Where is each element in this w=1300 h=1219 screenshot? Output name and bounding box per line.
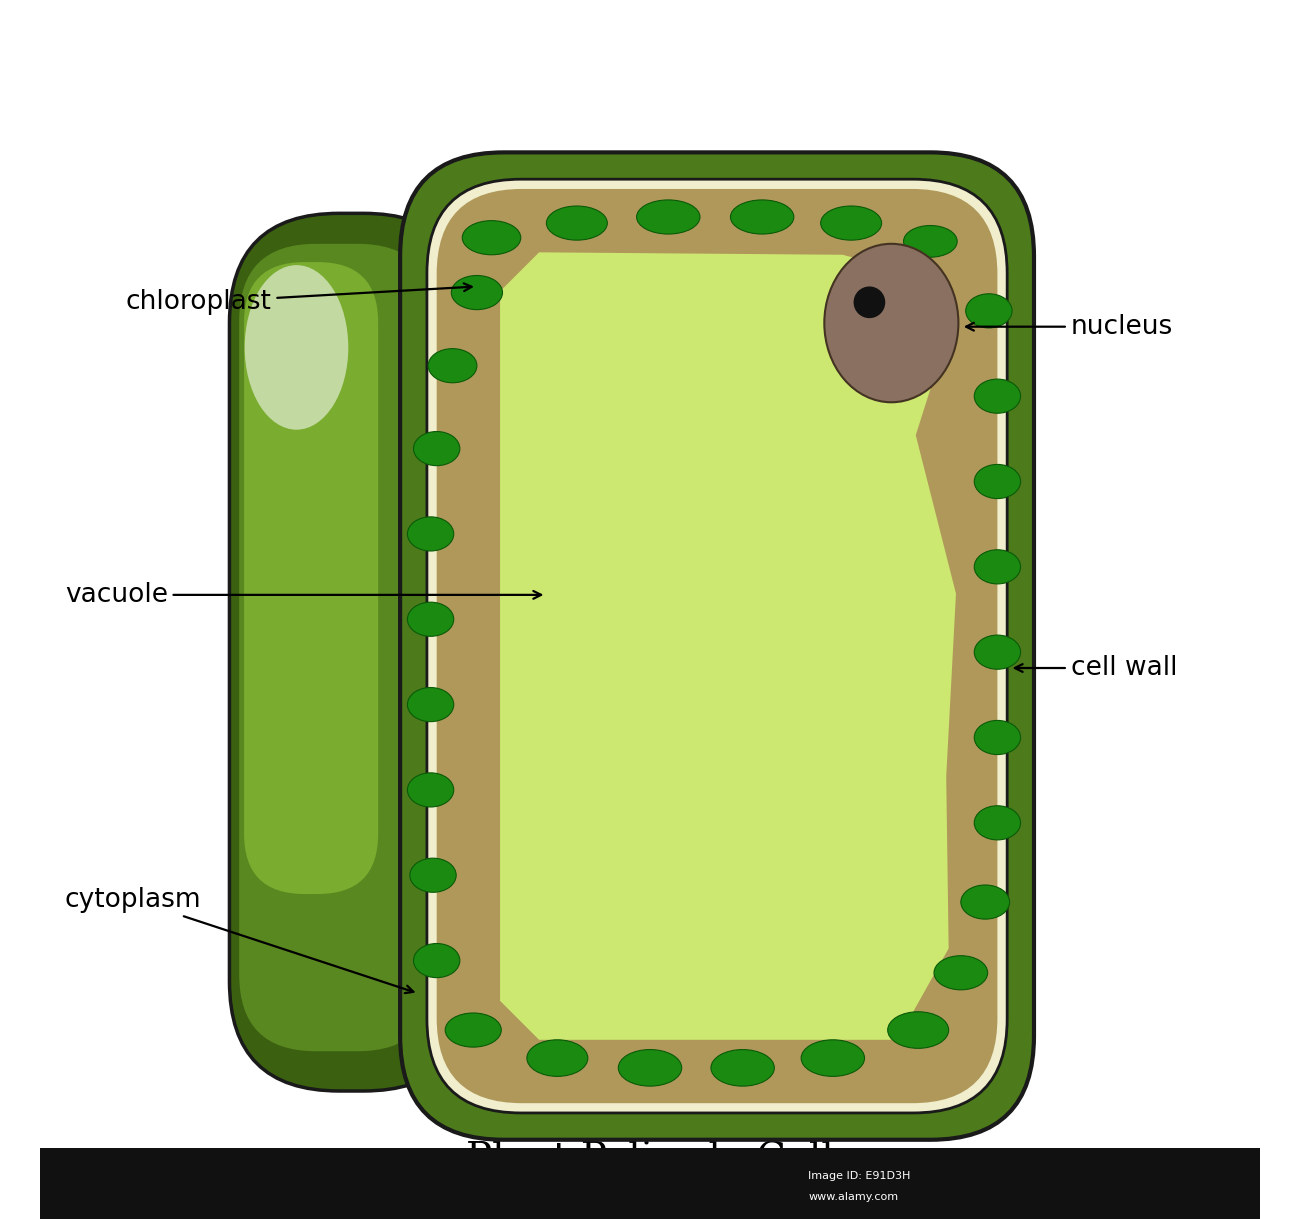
Text: www.alamy.com: www.alamy.com [809,1192,898,1202]
Ellipse shape [637,200,699,234]
Ellipse shape [731,200,794,234]
Ellipse shape [974,550,1021,584]
Ellipse shape [824,244,958,402]
Bar [40,1148,1260,1219]
Text: Image ID: E91D3H: Image ID: E91D3H [809,1171,911,1181]
Ellipse shape [407,602,454,636]
Text: chloroplast: chloroplast [126,283,472,316]
Text: Plant Palisade Cell: Plant Palisade Cell [467,1142,833,1179]
Polygon shape [500,252,956,1040]
Ellipse shape [933,956,988,990]
Ellipse shape [974,379,1021,413]
Ellipse shape [244,265,348,429]
FancyBboxPatch shape [239,244,434,1051]
Ellipse shape [413,432,460,466]
Ellipse shape [974,806,1021,840]
Text: cytoplasm: cytoplasm [65,886,413,993]
Ellipse shape [974,464,1021,499]
Ellipse shape [410,858,456,892]
Ellipse shape [801,1040,864,1076]
Ellipse shape [413,944,460,978]
Ellipse shape [854,286,885,318]
Text: vacuole: vacuole [65,581,541,608]
FancyBboxPatch shape [437,189,997,1103]
Ellipse shape [619,1050,681,1086]
Ellipse shape [546,206,607,240]
Ellipse shape [820,206,881,240]
Ellipse shape [526,1040,588,1076]
Ellipse shape [888,1012,949,1048]
Ellipse shape [903,226,957,257]
Ellipse shape [407,773,454,807]
Ellipse shape [961,885,1010,919]
Ellipse shape [463,221,521,255]
Ellipse shape [974,720,1021,755]
Ellipse shape [428,349,477,383]
Ellipse shape [407,688,454,722]
Ellipse shape [711,1050,775,1086]
FancyBboxPatch shape [426,179,1008,1113]
Ellipse shape [974,635,1021,669]
FancyBboxPatch shape [400,152,1034,1140]
Ellipse shape [445,1013,502,1047]
Text: nucleus: nucleus [966,313,1173,340]
Text: cell wall: cell wall [1015,655,1176,681]
Ellipse shape [407,517,454,551]
Ellipse shape [451,275,503,310]
Ellipse shape [966,294,1011,328]
FancyBboxPatch shape [229,213,473,1091]
FancyBboxPatch shape [244,262,378,894]
